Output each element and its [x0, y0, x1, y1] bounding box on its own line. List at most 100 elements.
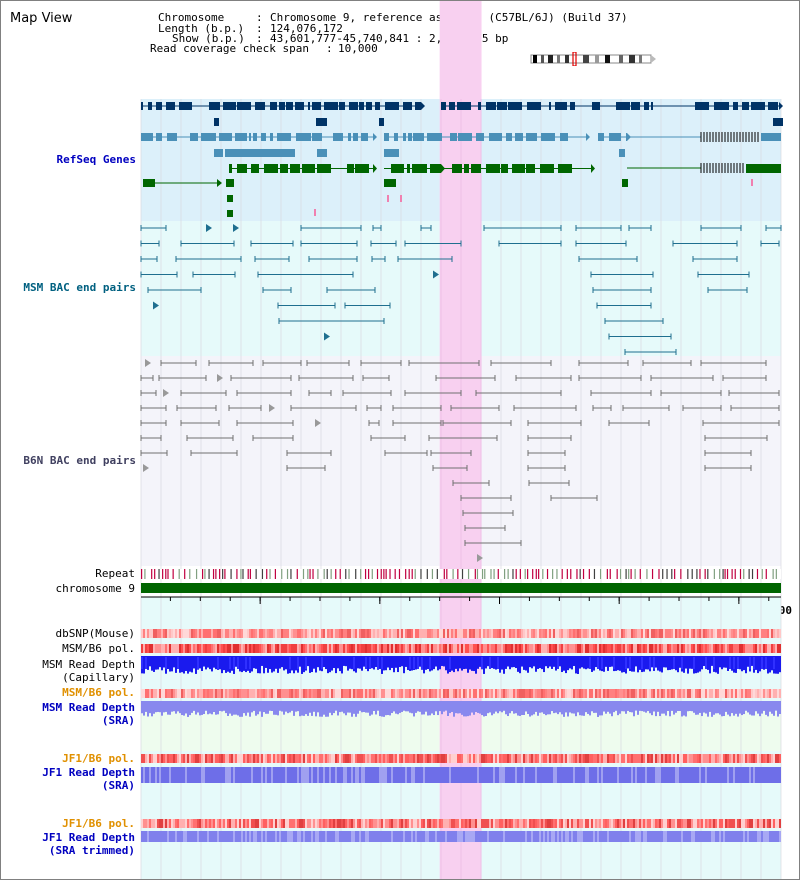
msm-pol-cell — [321, 644, 323, 653]
msm-pol-cell — [741, 644, 743, 653]
jf1-trim-depth — [261, 831, 263, 842]
msm-cap-depth — [663, 656, 665, 668]
msm-sra-depth — [453, 701, 455, 717]
jf1-pol-cell — [527, 754, 529, 763]
jf1-trim-depth — [577, 831, 579, 842]
jf1-sra-depth — [715, 767, 717, 783]
msm-pol-cell — [703, 644, 705, 653]
jf1-pol-cell — [435, 754, 437, 763]
msm-cap-depth — [151, 656, 153, 671]
exon — [179, 102, 192, 110]
msm-sra-depth — [349, 701, 351, 713]
jf1-sra-depth — [437, 767, 439, 783]
repeat-element — [457, 569, 459, 579]
msm-sra-depth — [407, 701, 409, 712]
msm-pol2-cell — [419, 689, 421, 698]
msm-cap-depth — [565, 656, 567, 674]
msm-pol2-cell — [249, 689, 251, 698]
jf1-pol-cell — [331, 754, 333, 763]
msm-sra-depth — [735, 701, 737, 714]
jf1-sra-depth — [221, 767, 223, 783]
chromosome-ideogram[interactable] — [529, 52, 657, 66]
dbsnp-cell — [431, 629, 433, 638]
msm-pol2-cell — [527, 689, 529, 698]
msm-cap-depth — [515, 656, 517, 669]
jf1-pol2-cell — [555, 819, 557, 828]
msm-cap-depth — [655, 656, 657, 668]
dbsnp-cell — [319, 629, 321, 638]
repeat-element — [662, 569, 664, 579]
msm-pol-cell — [309, 644, 311, 653]
msm-cap-depth — [201, 656, 203, 672]
jf1-pol2-cell — [487, 819, 489, 828]
msm-cap-depth — [419, 656, 421, 667]
jf1-sra-depth — [223, 767, 225, 783]
dbsnp-cell — [593, 629, 595, 638]
msm-pol-cell — [685, 644, 687, 653]
msm-pol2-cell — [591, 689, 593, 698]
dbsnp-cell — [195, 629, 197, 638]
msm-pol-cell — [769, 644, 771, 653]
jf1-pol2-cell — [639, 819, 641, 828]
jf1-sra-depth — [375, 767, 377, 783]
msm-cap-depth — [639, 656, 641, 670]
jf1-pol2-cell — [461, 819, 463, 828]
msm-cap-depth — [581, 656, 583, 668]
jf1-trim-depth — [691, 831, 693, 842]
dbsnp-cell — [711, 629, 713, 638]
jf1-sra-depth — [291, 767, 293, 783]
msm-pol2-cell — [597, 689, 599, 698]
jf1-trim-depth — [603, 831, 605, 842]
msm-pol-cell — [301, 644, 303, 653]
jf1-pol-cell — [559, 754, 561, 763]
jf1-sra-depth — [607, 767, 609, 783]
msm-sra-depth — [573, 701, 575, 714]
jf1-trim-depth — [637, 831, 639, 842]
jf1-trim-depth — [307, 831, 309, 842]
jf1-pol2-cell — [547, 819, 549, 828]
exon — [651, 102, 653, 110]
msm-pol-cell — [503, 644, 505, 653]
repeat-element — [261, 569, 264, 579]
dbsnp-cell — [505, 629, 507, 638]
jf1-pol-cell — [707, 754, 709, 763]
dbsnp-cell — [557, 629, 559, 638]
msm-pol-cell — [373, 644, 375, 653]
msm-pol2-cell — [547, 689, 549, 698]
msm-cap-depth — [509, 656, 511, 670]
msm-sra-depth — [377, 701, 379, 711]
jf1-sra-depth — [359, 767, 361, 783]
msm-pol-cell — [445, 644, 447, 653]
msm-cap-depth — [579, 656, 581, 669]
msm-cap-depth — [533, 656, 535, 667]
msm-sra-depth — [571, 701, 573, 714]
jf1-sra-depth — [681, 767, 683, 783]
jf1-sra-depth — [713, 767, 715, 783]
jf1-trim-depth — [743, 831, 745, 842]
msm-cap-depth — [555, 656, 557, 671]
msm-pol2-cell — [613, 689, 615, 698]
msm-pol2-cell — [471, 689, 473, 698]
jf1-pol2-cell — [389, 819, 391, 828]
msm-pol-cell — [759, 644, 761, 653]
repeat-element — [731, 569, 733, 579]
jf1-sra-depth — [447, 767, 449, 783]
msm-cap-depth — [759, 656, 761, 672]
jf1-sra-depth — [761, 767, 763, 783]
jf1-pol-cell — [709, 754, 711, 763]
dbsnp-cell — [467, 629, 469, 638]
repeat-element — [165, 569, 167, 579]
jf1-pol2-cell — [519, 819, 521, 828]
jf1-sra-depth — [253, 767, 255, 783]
msm-pol2-cell — [521, 689, 523, 698]
exon — [317, 149, 327, 157]
jf1-pol-cell — [419, 754, 421, 763]
msm-cap-depth — [473, 656, 475, 672]
jf1-trim-depth — [669, 831, 671, 842]
msm-pol-cell — [615, 644, 617, 653]
msm-pol-cell — [737, 644, 739, 653]
jf1-sra-depth — [387, 767, 389, 783]
msm-sra-depth — [689, 701, 691, 711]
jf1-pol-cell — [571, 754, 573, 763]
